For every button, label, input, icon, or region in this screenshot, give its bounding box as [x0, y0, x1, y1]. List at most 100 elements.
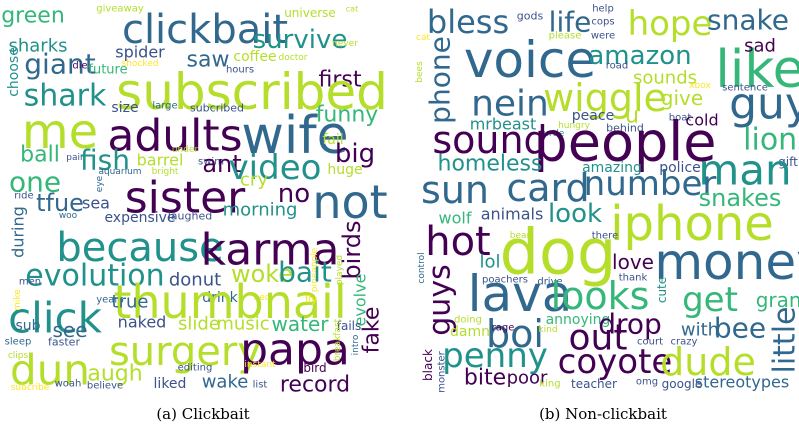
cloud-word: mike — [13, 289, 23, 311]
cloud-word: shark — [24, 79, 107, 114]
cloud-word: giveaway — [96, 4, 144, 15]
cloud-word: sound — [432, 118, 547, 162]
cloud-word: saw — [187, 48, 230, 73]
cloud-word: laughed — [168, 210, 212, 223]
cloud-word: coffee — [233, 49, 276, 65]
caption: (a) Clickbait — [156, 405, 249, 423]
cloud-word: sharks — [8, 36, 67, 57]
cloud-word: cat — [346, 5, 358, 14]
cloud-word: sub — [15, 318, 40, 334]
cloud-word: crazy — [671, 337, 698, 348]
cloud-word: iphone — [610, 196, 774, 252]
cloud-word: court — [637, 337, 663, 348]
cloud-word: drink — [202, 290, 238, 306]
cloud-word: teacher — [571, 377, 617, 391]
cloud-word: wife — [241, 106, 348, 166]
cloud-word: donut — [169, 270, 221, 291]
cloud-word: help — [592, 4, 614, 15]
cloud-word: stereotypes — [695, 373, 789, 392]
cloud-word: pineapple — [310, 247, 320, 292]
cloud-word: aquarium — [98, 167, 141, 177]
cloud-word: morning — [223, 200, 298, 221]
cloud-word: thumbnail — [113, 275, 346, 329]
cloud-word: were — [591, 31, 615, 42]
cloud-word: one — [9, 166, 61, 199]
cloud-word: give — [661, 86, 703, 110]
cloud-word: click — [8, 294, 103, 343]
cloud-word: editing — [178, 363, 213, 374]
cloud-word: bite — [464, 366, 506, 391]
cloud-word: giant — [24, 48, 95, 81]
cloud-word: gift — [778, 155, 798, 169]
cloud-word: true — [112, 292, 149, 313]
cloud-word: future — [88, 63, 127, 78]
cloud-word: animals — [481, 205, 544, 224]
cloud-word: doctor — [279, 53, 308, 63]
cloud-word: bees — [415, 61, 425, 83]
cloud-word: evolve — [351, 274, 370, 327]
cloud-word: amazon — [588, 41, 691, 71]
cloud-word: hungry — [558, 121, 591, 131]
cloud-word: bed — [254, 293, 271, 303]
cloud-word: cold — [685, 111, 718, 130]
cloud-word: mrbeast — [470, 115, 537, 134]
cloud-word: dude — [660, 340, 756, 384]
cloud-word: large — [152, 101, 177, 112]
cloud-word: wake — [202, 372, 249, 393]
cloud-word: like — [715, 40, 799, 100]
cloud-word: sun — [421, 168, 489, 212]
cloud-word: damn — [450, 324, 490, 340]
cloud-word: out — [569, 318, 628, 359]
cloud-word: omg — [636, 377, 658, 388]
cloud-word: sleep — [5, 337, 32, 348]
cloud-word: green — [1, 4, 65, 29]
cloud-word: universe — [284, 6, 336, 20]
cloud-word: cops — [591, 17, 614, 28]
cloud-word: homeless — [438, 152, 543, 177]
cloud-word: people — [533, 111, 716, 174]
cloud-word: music — [216, 314, 269, 335]
cloud-word: adults — [107, 111, 242, 162]
cloud-word: bee — [714, 312, 766, 345]
cloud-word: die — [72, 61, 87, 72]
cloud-word: subcribe — [11, 383, 50, 393]
cloud-word: years — [96, 295, 124, 306]
cloud-word: shocked — [122, 59, 159, 69]
cloud-word: cry — [240, 170, 268, 191]
cloud-word: poor — [507, 368, 548, 389]
cloud-word: drive — [537, 277, 562, 288]
cloud-word: kind — [538, 325, 557, 335]
cloud-word: no — [278, 179, 310, 209]
cloud-word: subscribed — [116, 63, 388, 121]
cloud-word: list — [253, 380, 268, 391]
cloud-word: believe — [87, 381, 123, 392]
cloud-word: tfue — [36, 189, 84, 217]
cloud-word: birds — [338, 220, 366, 279]
cloud-word: breakfast — [333, 318, 343, 361]
cloud-word: snakes — [699, 184, 782, 212]
cloud-word: monster — [437, 350, 448, 392]
cloud-word: turtle — [540, 129, 565, 139]
cloud-word: woke — [231, 260, 293, 288]
cloud-word: barrel — [137, 151, 184, 170]
cloud-word: there — [592, 231, 618, 242]
cloud-word: pain — [66, 153, 85, 163]
cloud-word: google — [662, 377, 703, 391]
cloud-word: woah — [55, 379, 82, 390]
cloud-word: love — [612, 250, 654, 274]
cloud-word: get — [682, 280, 738, 320]
cloud-word: guy — [729, 79, 799, 130]
cloud-word: hope — [628, 4, 713, 44]
cloud-word: boi — [486, 312, 544, 356]
cloud-word: doing — [454, 315, 482, 326]
cloud-word: men — [19, 277, 41, 288]
cloud-word: choose — [6, 47, 22, 97]
cloud-word: expensive — [104, 210, 175, 226]
cloud-word: ant — [202, 150, 241, 178]
cloud-word: bear — [510, 231, 531, 241]
cloud-word: behind — [606, 122, 644, 135]
cloud-word: ball — [20, 143, 60, 168]
cloud-word: bright — [152, 167, 179, 177]
